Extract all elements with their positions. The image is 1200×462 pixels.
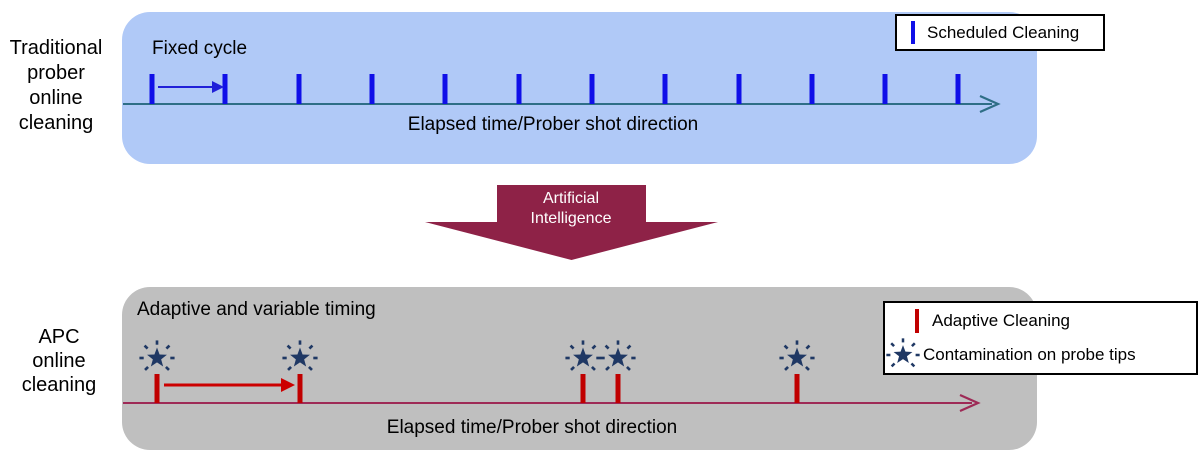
traditional-axis-label: Elapsed time/Prober shot direction <box>407 114 699 135</box>
traditional-side-label: Traditional prober online cleaning <box>9 37 103 134</box>
contamination-legend-label: Contamination on probe tips <box>923 345 1136 365</box>
apc-axis-label: Elapsed time/Prober shot direction <box>386 417 678 438</box>
ai-arrow-label: Artificial Intelligence <box>530 190 612 227</box>
scheduled-legend-label: Scheduled Cleaning <box>927 22 1080 42</box>
adaptive-cleaning-legend: Adaptive Cleaning Contamination on probe… <box>883 301 1198 375</box>
adaptive-legend-label: Adaptive Cleaning <box>932 310 1070 330</box>
scheduled-cleaning-tick-icon <box>911 21 915 44</box>
adaptive-cleaning-tick-icon <box>915 308 919 333</box>
contamination-star-icon <box>885 337 921 368</box>
scheduled-cleaning-legend: Scheduled Cleaning <box>895 14 1105 51</box>
adaptive-timing-label: Adaptive and variable timing <box>137 299 376 320</box>
legend-row-contamination: Contamination on probe tips <box>885 337 1196 372</box>
fixed-cycle-label: Fixed cycle <box>152 38 248 59</box>
apc-side-label: APC online cleaning <box>21 326 97 396</box>
legend-row-adaptive: Adaptive Cleaning <box>885 304 1196 338</box>
